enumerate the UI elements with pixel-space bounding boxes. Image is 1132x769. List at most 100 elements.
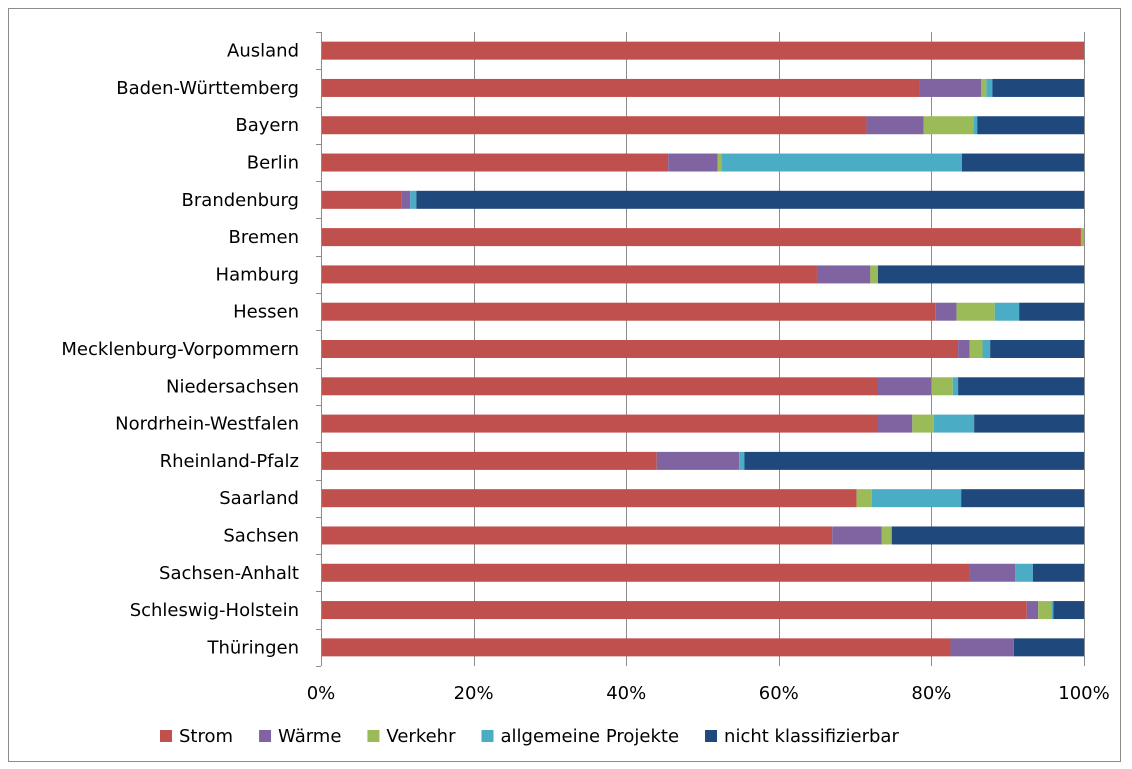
category-label: Sachsen-Anhalt (159, 563, 299, 584)
bar-thueringen-waerme (950, 638, 1014, 657)
bar-brandenburg-allgemeine-projekte (410, 190, 417, 209)
category-label: Baden-Württemberg (116, 78, 299, 99)
bar-saarland-allgemeine-projekte (871, 489, 962, 508)
bar-mecklenburg-vorpommern-allgemeine-projekte (982, 340, 991, 358)
bar-nordrhein-westfalen-allgemeine-projekte (933, 414, 975, 433)
category-label: Niedersachsen (166, 376, 299, 397)
bar-sachsen-anhalt-strom (321, 563, 970, 582)
bar-saarland-strom (321, 489, 857, 508)
bar-bremen-strom (321, 228, 1081, 247)
bar-mecklenburg-vorpommern-strom (321, 340, 959, 358)
category-label: Saarland (219, 488, 299, 509)
bar-berlin-waerme (668, 153, 718, 172)
bar-baden-wuerttemberg-nicht-klassifizierbar (992, 78, 1084, 97)
bar-brandenburg-nicht-klassifizierbar (416, 190, 1084, 209)
x-tick-label: 0% (307, 683, 336, 704)
bar-rheinland-pfalz-waerme (656, 451, 740, 470)
bar-thueringen-strom (321, 638, 951, 657)
bar-mecklenburg-vorpommern-waerme (958, 340, 970, 358)
bar-hessen-verkehr (956, 302, 995, 321)
bar-brandenburg-waerme (401, 190, 411, 209)
bar-rheinland-pfalz-allgemeine-projekte (739, 451, 745, 470)
bar-bayern-strom (321, 116, 867, 135)
x-tick-label: 20% (454, 683, 494, 704)
bar-nordrhein-westfalen-waerme (877, 414, 913, 433)
category-label: Ausland (227, 41, 299, 62)
bar-bremen-verkehr (1080, 228, 1084, 247)
bar-hamburg-verkehr (870, 265, 878, 284)
bar-niedersachsen-verkehr (931, 377, 953, 396)
bar-thueringen-nicht-klassifizierbar (1013, 638, 1084, 657)
legend-swatch-allgemeine-projekte (481, 730, 494, 742)
legend-label-strom: Strom (179, 726, 233, 747)
axis-layer (316, 32, 322, 667)
bar-hamburg-nicht-klassifizierbar (877, 265, 1084, 284)
bar-hessen-allgemeine-projekte (994, 302, 1020, 321)
bar-mecklenburg-vorpommern-verkehr (969, 340, 983, 358)
bar-schleswig-holstein-waerme (1026, 601, 1039, 620)
bar-ausland-strom (321, 41, 1084, 60)
legend-swatch-nicht-klassifizierbar (705, 730, 718, 742)
legend-label-allgemeine-projekte: allgemeine Projekte (500, 726, 679, 747)
bar-baden-wuerttemberg-allgemeine-projekte (986, 78, 993, 97)
bar-berlin-verkehr (717, 153, 722, 172)
category-label: Bayern (235, 115, 299, 136)
bar-berlin-strom (321, 153, 669, 172)
category-label: Berlin (247, 153, 299, 174)
bar-sachsen-anhalt-allgemeine-projekte (1015, 563, 1033, 582)
bar-niedersachsen-allgemeine-projekte (952, 377, 959, 396)
legend-label-waerme: Wärme (278, 726, 341, 747)
legend-label-nicht-klassifizierbar: nicht klassifizierbar (724, 726, 899, 747)
category-label: Rheinland-Pfalz (160, 451, 299, 472)
bar-schleswig-holstein-verkehr (1038, 601, 1052, 620)
bar-bayern-allgemeine-projekte (973, 116, 978, 135)
x-tick-label: 80% (911, 683, 951, 704)
bar-hessen-nicht-klassifizierbar (1019, 302, 1084, 321)
bar-schleswig-holstein-strom (321, 601, 1027, 620)
bar-sachsen-waerme (832, 526, 882, 545)
bar-niedersachsen-waerme (877, 377, 932, 396)
bar-brandenburg-strom (321, 190, 402, 209)
bar-schleswig-holstein-allgemeine-projekte (1051, 601, 1054, 620)
bar-nordrhein-westfalen-strom (321, 414, 878, 433)
bar-baden-wuerttemberg-strom (321, 78, 920, 97)
legend-swatch-verkehr (367, 730, 380, 742)
category-label: Bremen (229, 227, 299, 248)
bar-sachsen-anhalt-waerme (969, 563, 1016, 582)
category-label: Nordrhein-Westfalen (115, 414, 299, 435)
bar-rheinland-pfalz-strom (321, 451, 657, 470)
category-label: Hamburg (216, 264, 299, 285)
x-tick-label: 60% (759, 683, 799, 704)
category-label: Thüringen (206, 637, 299, 658)
x-tick-label: 40% (606, 683, 646, 704)
bar-sachsen-nicht-klassifizierbar (891, 526, 1084, 545)
bar-schleswig-holstein-nicht-klassifizierbar (1053, 601, 1084, 620)
bar-hamburg-waerme (816, 265, 871, 284)
category-label: Schleswig-Holstein (130, 600, 299, 621)
x-tick-label: 100% (1058, 683, 1109, 704)
bar-niedersachsen-nicht-klassifizierbar (958, 377, 1084, 396)
bar-baden-wuerttemberg-verkehr (980, 78, 987, 97)
legend: Strom Wärme Verkehr allgemeine Projekte nich… (160, 726, 899, 747)
bar-nordrhein-westfalen-nicht-klassifizierbar (974, 414, 1084, 433)
category-label: Mecklenburg-Vorpommern (61, 339, 299, 360)
label-layer: 0% 20% 40% 60% 80% 100% Ausland Baden-Württembe… (61, 41, 1109, 704)
bar-nordrhein-westfalen-verkehr (912, 414, 934, 433)
bar-berlin-nicht-klassifizierbar (961, 153, 1084, 172)
bar-layer (321, 41, 1084, 657)
bar-bayern-verkehr (923, 116, 974, 135)
bar-hessen-strom (321, 302, 936, 321)
bar-saarland-nicht-klassifizierbar (961, 489, 1084, 508)
category-label: Sachsen (223, 525, 299, 546)
bar-bayern-nicht-klassifizierbar (977, 116, 1084, 135)
bar-sachsen-anhalt-nicht-klassifizierbar (1032, 563, 1084, 582)
bar-saarland-verkehr (856, 489, 872, 508)
bar-rheinland-pfalz-nicht-klassifizierbar (744, 451, 1084, 470)
bar-mecklenburg-vorpommern-nicht-klassifizierbar (990, 340, 1084, 358)
bar-baden-wuerttemberg-waerme (919, 78, 981, 97)
legend-swatch-waerme (259, 730, 272, 742)
legend-swatch-strom (160, 730, 172, 742)
bar-sachsen-strom (321, 526, 833, 545)
bar-hamburg-strom (321, 265, 817, 284)
